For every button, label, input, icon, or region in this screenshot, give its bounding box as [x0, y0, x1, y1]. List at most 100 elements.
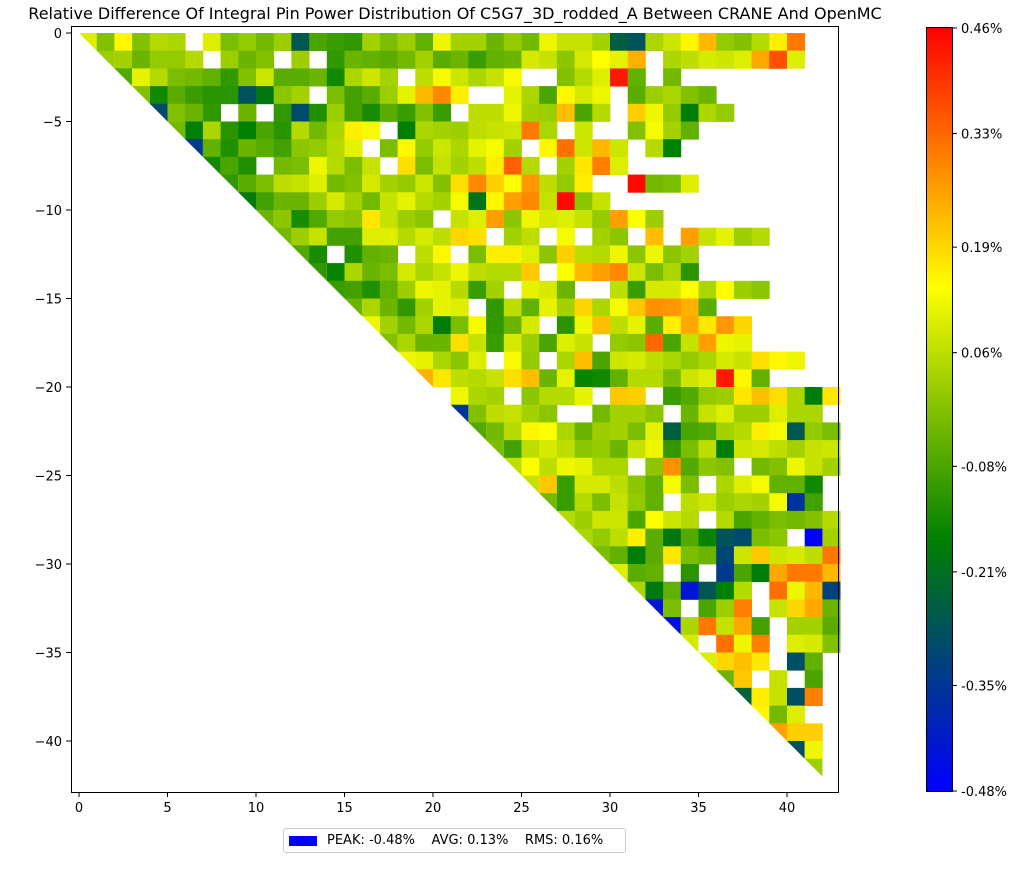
x-tick-label: 15	[336, 801, 353, 816]
heatmap-cell	[592, 33, 611, 52]
heatmap-cell	[610, 510, 629, 529]
heatmap-cell	[610, 422, 629, 441]
heatmap-cell	[468, 156, 487, 175]
heatmap-cell	[503, 227, 522, 246]
heatmap-cell	[521, 263, 540, 282]
heatmap-cell	[645, 457, 664, 476]
heatmap-cell	[291, 86, 310, 105]
heatmap-cell	[486, 121, 505, 140]
heatmap-cell	[521, 174, 540, 193]
heatmap-cell	[114, 50, 133, 69]
heatmap-cell	[486, 333, 505, 352]
heatmap-cell	[220, 86, 239, 105]
heatmap-cell	[521, 440, 540, 459]
legend-avg: AVG: 0.13%	[431, 833, 509, 848]
y-tick-label: −30	[35, 558, 62, 573]
heatmap-cell	[574, 174, 593, 193]
heatmap-cell	[698, 333, 717, 352]
heatmap-cell	[645, 493, 664, 512]
heatmap-cell	[556, 263, 575, 282]
heatmap-cell	[556, 156, 575, 175]
heatmap-cell	[680, 564, 699, 583]
heatmap-cell	[627, 280, 646, 299]
heatmap-cell	[716, 103, 735, 122]
heatmap-cell	[468, 387, 487, 406]
heatmap-cell	[379, 227, 398, 246]
heatmap-cell	[415, 174, 434, 193]
heatmap-cell	[574, 422, 593, 441]
heatmap-cell	[787, 510, 806, 529]
heatmap-cell	[344, 139, 363, 158]
heatmap-cell	[698, 86, 717, 105]
heatmap-cell	[468, 422, 487, 441]
heatmap-cell	[804, 404, 823, 423]
heatmap-cell	[556, 387, 575, 406]
heatmap-cell	[769, 404, 788, 423]
heatmap-cell	[822, 440, 841, 459]
heatmap-cell	[450, 139, 469, 158]
heatmap-cell	[610, 457, 629, 476]
heatmap-cell	[663, 387, 682, 406]
heatmap-cell	[804, 475, 823, 494]
heatmap-cell	[256, 192, 275, 211]
heatmap-cell	[326, 103, 345, 122]
heatmap-cell	[663, 86, 682, 105]
colorbar-tick-label: 0.33%	[961, 128, 1002, 143]
heatmap-cell	[539, 174, 558, 193]
heatmap-cell	[379, 86, 398, 105]
colorbar-tick-label: 0.19%	[961, 241, 1002, 256]
heatmap-cell	[539, 33, 558, 52]
heatmap-cell	[539, 245, 558, 264]
heatmap-cell	[627, 316, 646, 335]
heatmap-cell	[787, 33, 806, 52]
heatmap-cell	[751, 280, 770, 299]
heatmap-cell	[627, 546, 646, 565]
heatmap-cell	[256, 139, 275, 158]
heatmap-cell	[610, 404, 629, 423]
heatmap-cell	[645, 564, 664, 583]
heatmap-cell	[309, 139, 328, 158]
heatmap-cell	[787, 687, 806, 706]
heatmap-cell	[362, 192, 381, 211]
heatmap-cell	[680, 422, 699, 441]
heatmap-cell	[238, 86, 257, 105]
heatmap-cell	[645, 528, 664, 547]
heatmap-cell	[822, 510, 841, 529]
heatmap-cell	[503, 369, 522, 388]
heatmap-cell	[680, 387, 699, 406]
heatmap-cell	[202, 156, 221, 175]
heatmap-cell	[680, 174, 699, 193]
heatmap-cell	[804, 564, 823, 583]
heatmap-cell	[733, 687, 752, 706]
heatmap-cell	[645, 581, 664, 600]
heatmap-cell	[433, 86, 452, 105]
heatmap-cell	[556, 493, 575, 512]
heatmap-cell	[556, 103, 575, 122]
heatmap-cell	[433, 174, 452, 193]
heatmap-cell	[645, 369, 664, 388]
heatmap-cell	[698, 50, 717, 69]
heatmap-cell	[610, 227, 629, 246]
heatmap-cell	[521, 86, 540, 105]
heatmap-cell	[680, 581, 699, 600]
heatmap-cell	[574, 245, 593, 264]
x-tick-label: 25	[513, 801, 530, 816]
heatmap-cell	[663, 33, 682, 52]
heatmap-cell	[326, 68, 345, 87]
heatmap-cell	[680, 510, 699, 529]
chart-title: Relative Difference Of Integral Pin Powe…	[28, 4, 882, 23]
heatmap-cell	[787, 475, 806, 494]
y-tick-label: −5	[43, 116, 62, 131]
heatmap-cell	[698, 33, 717, 52]
heatmap-cell	[627, 493, 646, 512]
heatmap-cell	[698, 528, 717, 547]
heatmap-cell	[273, 68, 292, 87]
heatmap-cell	[804, 687, 823, 706]
heatmap-cell	[787, 599, 806, 618]
heatmap-cell	[344, 227, 363, 246]
heatmap-cell	[503, 33, 522, 52]
heatmap-cell	[733, 440, 752, 459]
heatmap-cell	[698, 457, 717, 476]
heatmap-cell	[645, 333, 664, 352]
heatmap-cell	[716, 599, 735, 618]
